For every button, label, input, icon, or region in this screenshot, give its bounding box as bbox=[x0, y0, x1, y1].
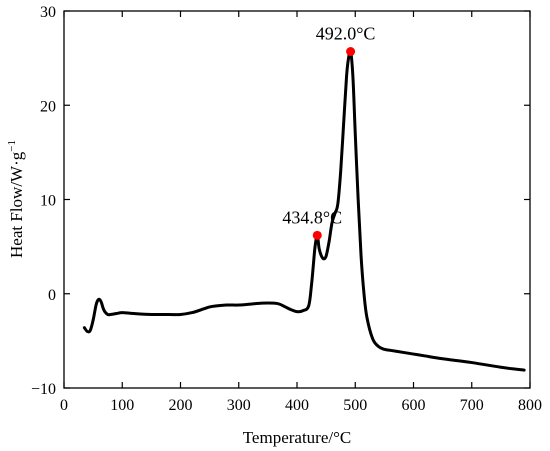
x-tick-label: 300 bbox=[227, 397, 251, 414]
x-tick-label: 800 bbox=[518, 397, 542, 414]
y-axis-ticks: −10 0 10 20 30 bbox=[31, 4, 530, 398]
peak-markers: 434.8°C 492.0°C bbox=[282, 24, 375, 240]
x-tick-label: 200 bbox=[169, 397, 193, 414]
x-tick-label: 500 bbox=[343, 397, 367, 414]
y-tick-label: 0 bbox=[48, 287, 56, 304]
x-axis-ticks: 0 100 200 300 400 500 600 700 800 bbox=[60, 11, 542, 414]
y-tick-label: −10 bbox=[31, 381, 56, 398]
y-axis-title-superscript: −1 bbox=[6, 140, 18, 152]
x-tick-label: 100 bbox=[110, 397, 134, 414]
peak-marker bbox=[312, 230, 322, 240]
peak-label: 434.8°C bbox=[282, 207, 342, 227]
y-tick-label: 30 bbox=[40, 4, 56, 21]
y-axis-title: Heat Flow/W·g−1 bbox=[6, 140, 26, 258]
peak-label: 492.0°C bbox=[316, 24, 376, 44]
x-tick-label: 700 bbox=[460, 397, 484, 414]
plot-frame bbox=[63, 10, 531, 389]
y-tick-label: 20 bbox=[40, 98, 56, 115]
x-tick-label: 0 bbox=[60, 397, 68, 414]
y-tick-label: 10 bbox=[40, 193, 56, 210]
peak-marker bbox=[346, 47, 356, 57]
x-axis-title: Temperature/°C bbox=[243, 428, 352, 447]
x-tick-label: 400 bbox=[285, 397, 309, 414]
heat-flow-series-line bbox=[82, 49, 526, 372]
x-tick-label: 600 bbox=[402, 397, 426, 414]
y-axis-title-main: Heat Flow/W·g bbox=[7, 151, 26, 258]
